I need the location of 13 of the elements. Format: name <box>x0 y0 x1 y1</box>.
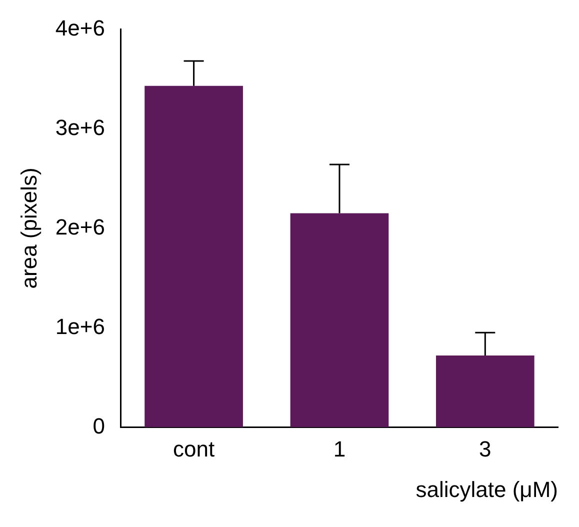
bar <box>436 356 534 428</box>
x-tick-label: 1 <box>333 436 346 462</box>
bar <box>144 86 243 428</box>
x-tick-label: cont <box>173 436 215 462</box>
x-tick-label: 3 <box>479 436 492 462</box>
y-tick-label: 3e+6 <box>55 114 105 140</box>
bar <box>290 213 389 428</box>
y-tick-label: 4e+6 <box>55 15 105 40</box>
x-axis-title: salicylate (μM) <box>416 476 558 502</box>
y-tick-label: 2e+6 <box>55 214 105 240</box>
y-axis-title: area (pixels) <box>16 168 42 289</box>
y-tick-label: 1e+6 <box>55 314 105 339</box>
y-tick-label: 0 <box>92 413 105 438</box>
